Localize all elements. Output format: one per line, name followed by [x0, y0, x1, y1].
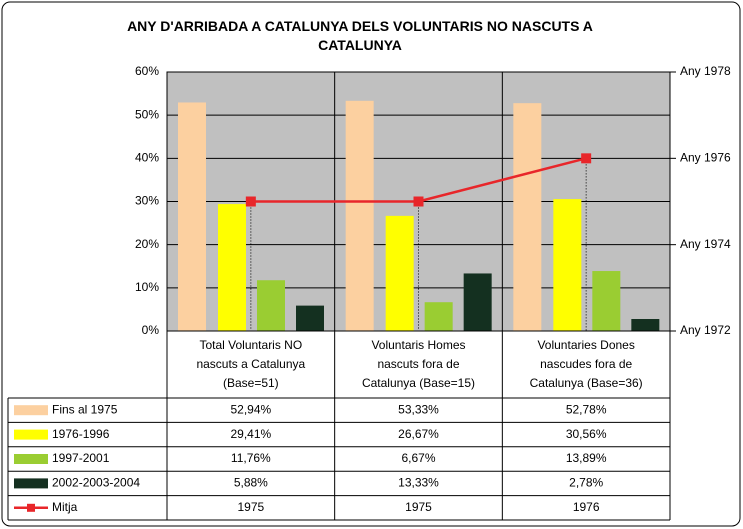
x-tick-label: Voluntaries Dones nascudes fora de Catal… — [529, 338, 643, 390]
table-cell: 1975 — [405, 500, 432, 514]
table-cell: 1976 — [573, 500, 600, 514]
legend-key — [14, 478, 48, 489]
table-cell: 52,94% — [230, 402, 271, 416]
legend-label: 2002-2003-2004 — [52, 476, 140, 490]
legend-key — [14, 405, 48, 416]
table-cell: 52,78% — [566, 402, 607, 416]
table-cell: 13,33% — [398, 476, 439, 490]
y-tick-label: 20% — [135, 237, 159, 251]
table-cell: 30,56% — [566, 427, 607, 441]
table-cell: 13,89% — [566, 451, 607, 465]
y2-tick-label: Any 1972 — [680, 323, 731, 337]
bar — [296, 305, 324, 331]
y2-tick-label: Any 1976 — [680, 151, 731, 165]
bar — [345, 100, 374, 331]
y-tick-label: 60% — [135, 64, 159, 78]
bar — [463, 273, 492, 331]
x-tick-label: Voluntaris Homes nascuts fora de Catalun… — [361, 338, 476, 390]
bar — [513, 103, 542, 331]
y-tick-label: 40% — [135, 151, 159, 165]
table-cell: 2,78% — [569, 476, 603, 490]
chart-title: ANY D'ARRIBADA A CATALUNYA DELS VOLUNTAR… — [127, 18, 593, 53]
table-cell: 5,88% — [234, 476, 268, 490]
bar — [257, 280, 285, 331]
y-tick-label: 0% — [142, 323, 160, 337]
table-cell: 26,67% — [398, 427, 439, 441]
bar — [553, 199, 582, 331]
line-marker — [413, 196, 424, 207]
legend-key — [14, 454, 48, 464]
line-marker — [581, 153, 592, 164]
y2-tick-label: Any 1974 — [680, 237, 731, 251]
bar — [424, 302, 453, 331]
bar — [631, 318, 660, 331]
line-marker — [245, 196, 256, 207]
legend-key — [14, 429, 48, 440]
bar — [592, 271, 621, 331]
y-tick-label: 30% — [135, 194, 159, 208]
y-tick-label: 10% — [135, 280, 159, 294]
legend-label: Fins al 1975 — [52, 402, 118, 416]
legend-label: 1997-2001 — [52, 451, 110, 465]
table-cell: 6,67% — [401, 451, 435, 465]
bar — [178, 102, 206, 331]
legend-label: 1976-1996 — [52, 427, 110, 441]
x-tick-label: Total Voluntaris NO nascuts a Catalunya … — [196, 338, 306, 390]
table-cell: 29,41% — [230, 427, 271, 441]
legend-label: Mitja — [52, 500, 78, 514]
bar — [218, 204, 246, 331]
legend-key — [27, 503, 35, 512]
table-cell: 53,33% — [398, 402, 439, 416]
bar — [385, 215, 414, 331]
table-cell: 1975 — [237, 500, 264, 514]
y2-tick-label: Any 1978 — [680, 64, 731, 78]
table-cell: 11,76% — [231, 451, 271, 465]
y-tick-label: 50% — [135, 107, 159, 121]
